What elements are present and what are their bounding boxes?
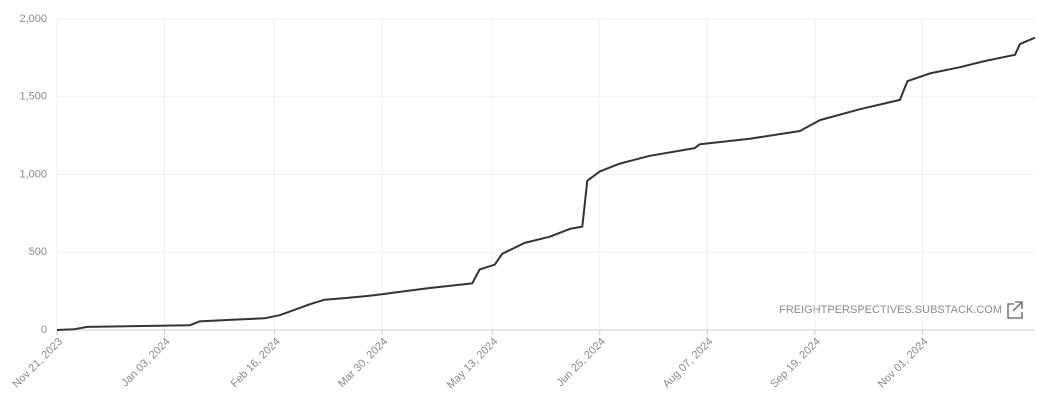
x-tick-label: Mar 30, 2024 <box>336 336 390 390</box>
x-tick-label: May 13, 2024 <box>445 336 501 392</box>
y-tick-label: 1,500 <box>19 91 47 103</box>
x-tick-label: Nov 01, 2024 <box>876 336 931 391</box>
y-tick-label: 2,000 <box>19 13 47 25</box>
x-tick-label: Nov 21, 2023 <box>10 336 65 391</box>
external-link-icon <box>1007 301 1023 319</box>
y-tick-label: 1,000 <box>19 168 47 180</box>
x-tick-label: Aug 07, 2024 <box>661 336 716 391</box>
watermark: FREIGHTPERSPECTIVES.SUBSTACK.COM <box>779 304 1002 316</box>
x-tick-label: Sep 19, 2024 <box>768 336 823 391</box>
data-line <box>56 36 1036 331</box>
x-tick-label: Jun 25, 2024 <box>554 336 607 389</box>
y-tick-label: 500 <box>29 246 47 258</box>
x-tick-label: Jan 03, 2024 <box>119 336 172 389</box>
y-tick-label: 0 <box>41 324 47 336</box>
x-tick-label: Feb 16, 2024 <box>228 336 282 390</box>
